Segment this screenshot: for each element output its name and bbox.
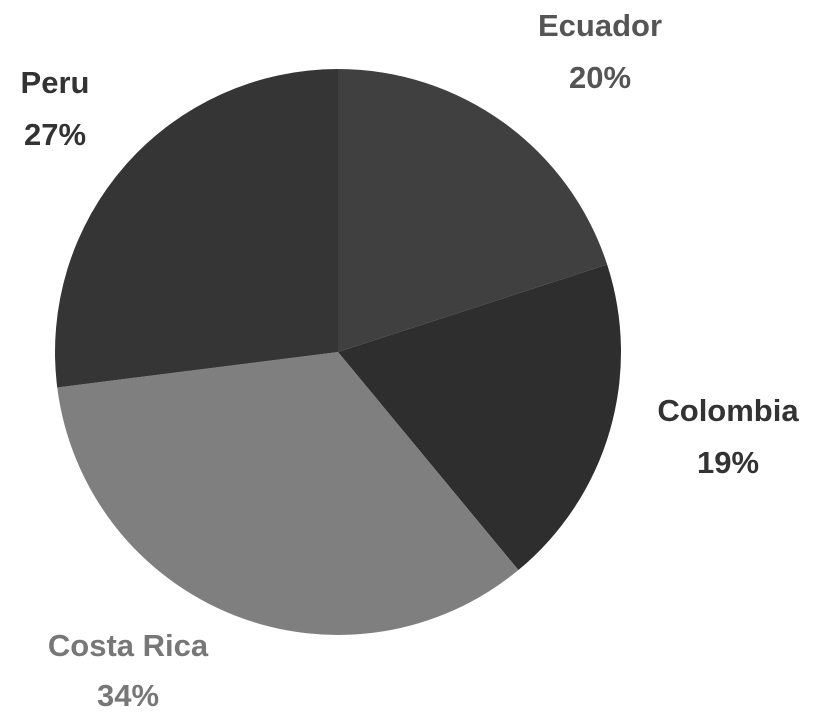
value-label: 34% <box>97 678 159 713</box>
category-label: Colombia <box>657 393 799 428</box>
value-label: 27% <box>24 117 86 152</box>
category-label: Ecuador <box>538 8 662 43</box>
value-label: 20% <box>569 60 631 95</box>
value-label: 19% <box>697 445 759 480</box>
category-label: Peru <box>21 65 90 100</box>
pie-slice <box>338 69 608 352</box>
pie-slice <box>338 264 621 571</box>
pie-slice <box>54 69 338 388</box>
category-label: Costa Rica <box>48 628 209 663</box>
pie-slice <box>57 352 519 635</box>
